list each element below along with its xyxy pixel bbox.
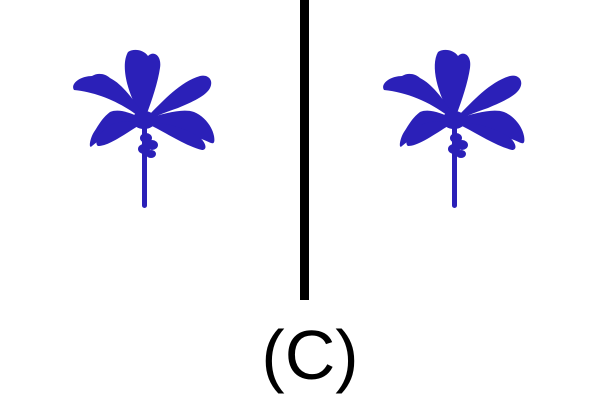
- figure-caption: (C): [261, 316, 359, 394]
- right-panel: [310, 0, 610, 300]
- palm-tree-icon: [383, 49, 525, 208]
- divider-bar: [300, 0, 309, 300]
- left-panel: [0, 0, 300, 300]
- palm-tree-icon: [73, 49, 215, 208]
